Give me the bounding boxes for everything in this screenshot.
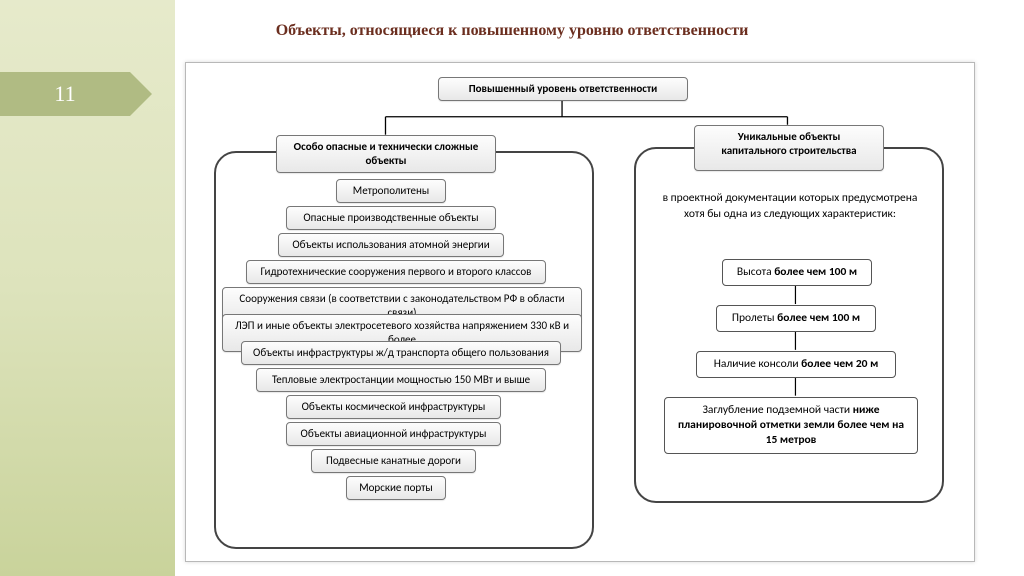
page-number-badge: 11	[0, 72, 130, 116]
item-left-2: Объекты использования атомной энергии	[278, 233, 504, 257]
page-number: 11	[54, 81, 75, 107]
root-node: Повышенный уровень ответственности	[438, 77, 688, 101]
char-0: Высота более чем 100 м	[722, 259, 872, 286]
item-left-9: Объекты авиационной инфраструктуры	[286, 422, 501, 446]
item-left-3: Гидротехнические сооружения первого и вт…	[246, 260, 546, 284]
item-left-6: Объекты инфраструктуры ж/д транспорта об…	[241, 341, 561, 365]
char-2: Наличие консоли более чем 20 м	[696, 351, 896, 378]
page-title: Объекты, относящиеся к повышенному уровн…	[0, 22, 1024, 40]
branch-header-right: Уникальные объекты капитального строител…	[694, 125, 884, 171]
item-left-7: Тепловые электростанции мощностью 150 МВ…	[256, 368, 546, 392]
item-left-11: Морские порты	[346, 476, 446, 500]
item-left-8: Объекты космической инфраструктуры	[286, 395, 501, 419]
item-left-0: Метрополитены	[336, 179, 446, 203]
branch-header-left: Особо опасные и технически сложные объек…	[276, 135, 496, 173]
char-3: Заглубление подземной части ниже планиро…	[664, 397, 918, 454]
item-left-10: Подвесные канатные дороги	[311, 449, 476, 473]
item-left-1: Опасные производственные объекты	[286, 206, 496, 230]
diagram-frame: Повышенный уровень ответственности Особо …	[185, 62, 975, 562]
branch-desc-right: в проектной документации которых предусм…	[654, 191, 926, 222]
char-1: Пролеты более чем 100 м	[716, 305, 876, 332]
